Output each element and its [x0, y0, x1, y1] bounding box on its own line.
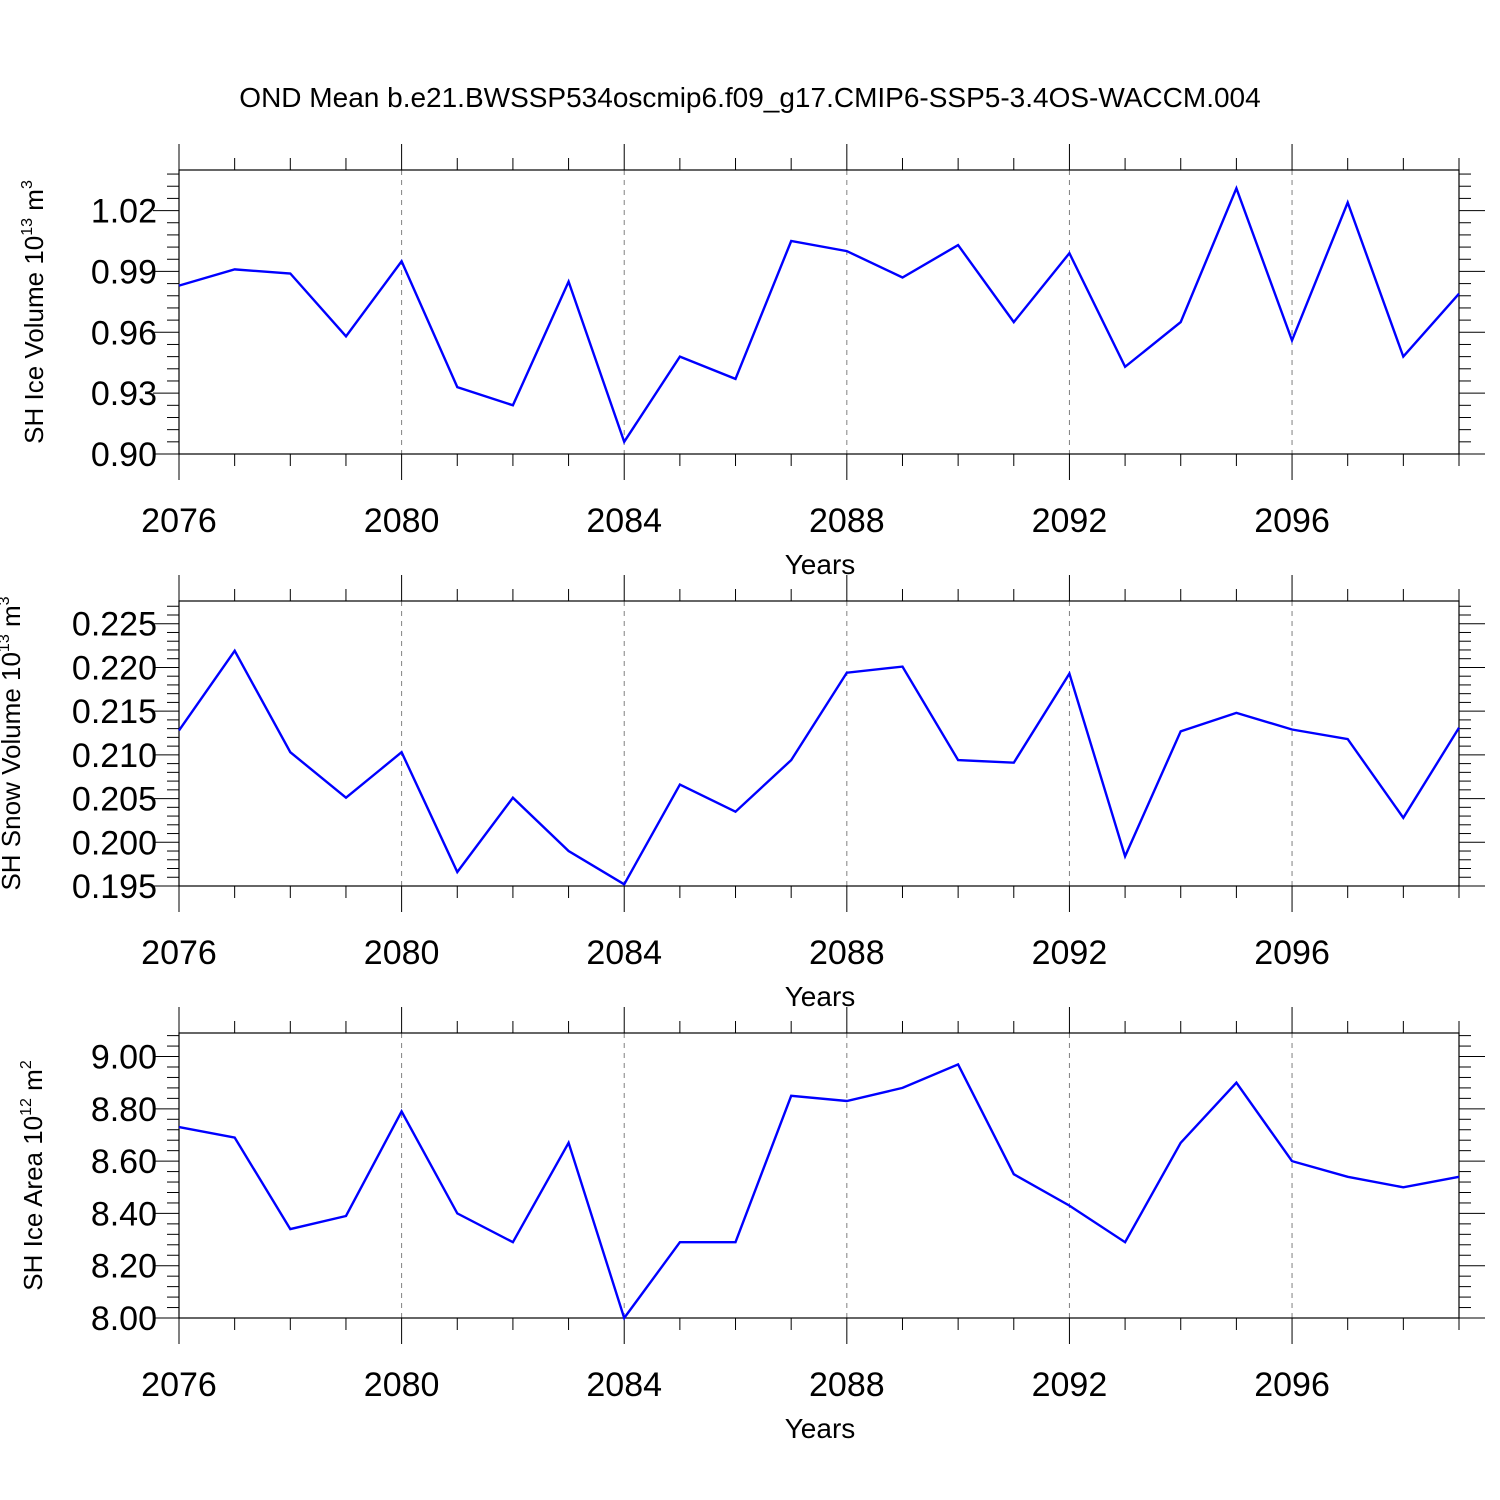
series-line: [178, 185, 1460, 445]
y-tick-label: 0.195: [72, 868, 157, 906]
x-tick-label: 2076: [141, 502, 217, 540]
x-axis-title: Years: [785, 981, 856, 1012]
x-tick-label: 2088: [809, 1366, 885, 1404]
y-tick-label: 0.220: [72, 649, 157, 687]
panel-1: 0.90 0.93 0.96 0.99 1.02 2076 2080 2084 2088 2092…: [19, 144, 1485, 580]
x-tick-label: 2088: [809, 502, 885, 540]
panel-2: 0.195 0.200 0.205 0.210 0.215 0.220 0.225 2076 2…: [0, 575, 1485, 1012]
x-tick-label: 2076: [141, 1366, 217, 1404]
series-line: [178, 1062, 1460, 1321]
x-axis-title: Years: [785, 549, 856, 580]
y-tick-label: 0.205: [72, 781, 157, 819]
x-tick-label: 2092: [1032, 502, 1108, 540]
y-axis-title: SH Ice Volume 1013 m3: [19, 180, 49, 444]
x-tick-label: 2096: [1254, 502, 1330, 540]
plot-frame: [178, 169, 1460, 455]
x-tick-label: 2092: [1032, 1366, 1108, 1404]
panel-3: 8.00 8.20 8.40 8.60 8.80 9.00 2076 2080 2084 2088…: [18, 1007, 1485, 1444]
y-tick-label: 0.210: [72, 737, 157, 775]
x-tick-label: 2084: [586, 934, 662, 972]
y-axis-title: SH Snow Volume 1013 m3: [0, 596, 26, 890]
y-axis-title: SH Ice Area 1012 m2: [18, 1060, 48, 1291]
x-tick-label: 2080: [364, 934, 440, 972]
y-tick-label: 0.200: [72, 824, 157, 862]
x-tick-label: 2088: [809, 934, 885, 972]
x-tick-label: 2096: [1254, 934, 1330, 972]
x-tick-label: 2080: [364, 1366, 440, 1404]
y-tick-label: 1.02: [91, 193, 157, 231]
x-tick-label: 2084: [586, 502, 662, 540]
y-tick-label: 0.215: [72, 693, 157, 731]
y-tick-label: 0.93: [91, 375, 157, 413]
plot-frame: [178, 600, 1460, 887]
y-tick-label: 0.99: [91, 253, 157, 291]
y-tick-label: 0.90: [91, 436, 157, 474]
plot-frame: [178, 1032, 1460, 1319]
y-tick-label: 0.225: [72, 606, 157, 644]
chart-title: OND Mean b.e21.BWSSP534oscmip6.f09_g17.C…: [239, 82, 1260, 113]
x-tick-label: 2096: [1254, 1366, 1330, 1404]
x-tick-label: 2092: [1032, 934, 1108, 972]
y-tick-label: 8.20: [91, 1248, 157, 1286]
panels: 0.90 0.93 0.96 0.99 1.02 2076 2080 2084 2088 2092…: [0, 144, 1485, 1444]
series-line: [178, 648, 1461, 886]
y-tick-label: 9.00: [91, 1039, 157, 1077]
y-tick-label: 0.96: [91, 314, 157, 352]
x-tick-label: 2084: [586, 1366, 662, 1404]
y-tick-label: 8.40: [91, 1195, 157, 1233]
y-tick-label: 8.60: [91, 1143, 157, 1181]
x-tick-label: 2080: [364, 502, 440, 540]
y-tick-label: 8.80: [91, 1091, 157, 1129]
x-axis-title: Years: [785, 1413, 856, 1444]
y-tick-label: 8.00: [91, 1300, 157, 1338]
x-tick-label: 2076: [141, 934, 217, 972]
